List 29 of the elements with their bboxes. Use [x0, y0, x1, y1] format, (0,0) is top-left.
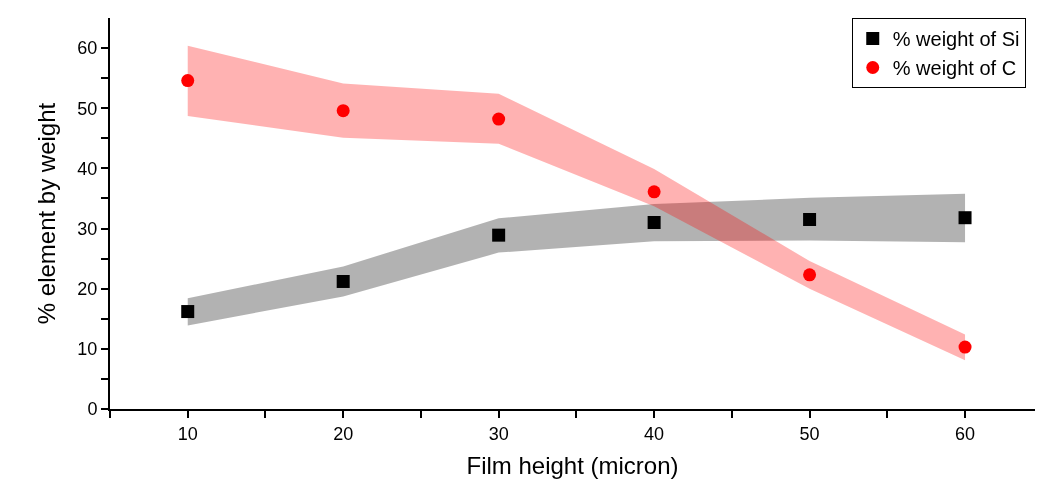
y-axis-title: % element by weight: [32, 102, 60, 325]
x-tick-label: 30: [488, 423, 509, 444]
y-tick-label: 50: [77, 98, 98, 119]
point: [336, 274, 350, 288]
legend-label: % weight of C: [892, 57, 1017, 80]
y-tick-label: 30: [77, 218, 98, 239]
point: [492, 228, 506, 242]
y-tick-label: 0: [87, 399, 98, 420]
x-tick-label: 40: [644, 423, 665, 444]
y-tick-label: 20: [77, 278, 98, 299]
point: [492, 112, 506, 126]
point: [803, 213, 817, 227]
legend-label: % weight of Si: [892, 28, 1020, 51]
x-tick-label: 10: [177, 423, 198, 444]
point: [647, 185, 661, 199]
x-tick-label: 50: [799, 423, 820, 444]
x-tick-label: 20: [333, 423, 354, 444]
y-tick-label: 40: [77, 158, 98, 179]
point: [647, 216, 661, 230]
y-tick-label: 10: [77, 339, 98, 360]
point: [336, 104, 350, 118]
point: [181, 74, 195, 88]
y-tick-label: 60: [77, 38, 98, 59]
point: [958, 211, 972, 225]
x-axis-title: Film height (micron): [466, 452, 679, 480]
point: [958, 340, 972, 354]
point: [181, 305, 195, 319]
point: [803, 268, 817, 282]
x-tick-label: 60: [955, 423, 976, 444]
